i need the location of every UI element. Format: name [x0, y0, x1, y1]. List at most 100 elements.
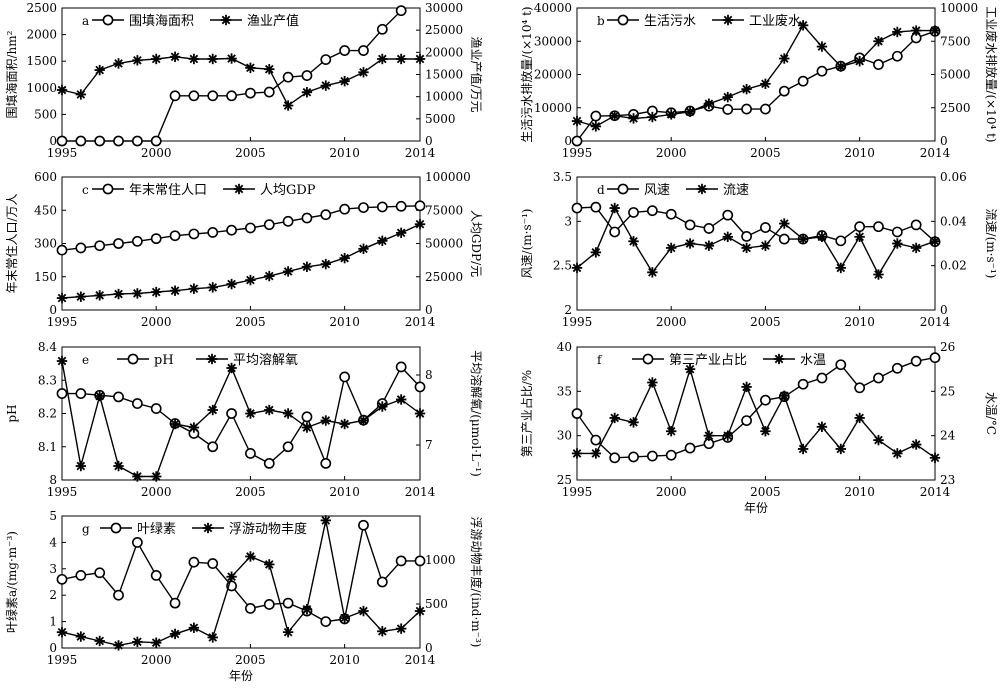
x-tick-label: 2010 [329, 146, 360, 160]
circle-marker [150, 403, 162, 414]
star-marker [221, 15, 231, 25]
circle-marker [207, 227, 219, 238]
circle-marker [301, 70, 313, 81]
series-star [571, 20, 941, 132]
x-axis-title: 年份 [229, 669, 253, 683]
panel-letter: b [597, 14, 605, 28]
x-tick-label: 2010 [844, 485, 875, 499]
circle-marker [113, 238, 124, 249]
circle-marker [816, 65, 828, 77]
star-marker [648, 378, 657, 387]
star-marker [133, 637, 142, 647]
circle-marker [590, 110, 602, 122]
star-marker [742, 382, 751, 392]
star-marker [207, 354, 217, 364]
panel-letter: d [597, 183, 605, 197]
star-marker [234, 184, 244, 194]
x-tick-label: 2005 [235, 315, 266, 329]
star-marker [723, 232, 733, 242]
circle-marker [797, 75, 809, 87]
y2-tick-label: 50000 [425, 237, 463, 251]
x-tick-label: 2014 [405, 653, 436, 667]
legend-label: 年末常住人口 [129, 183, 207, 198]
circle-marker [339, 203, 351, 215]
star-marker [189, 623, 199, 633]
x-tick-label: 2010 [844, 146, 875, 160]
star-marker [874, 435, 883, 445]
circle-marker [835, 359, 847, 371]
circle-marker [722, 209, 734, 221]
circle-marker [245, 222, 256, 234]
star-marker [246, 275, 255, 285]
y2-tick-label: 15000 [425, 68, 463, 82]
circle-marker [910, 219, 922, 231]
circle-marker [150, 233, 162, 245]
star-marker [666, 243, 676, 253]
circle-marker [929, 352, 941, 364]
legend-entry: 水温 [763, 353, 826, 368]
series-star [56, 515, 426, 651]
y2-tick-label: 0.04 [940, 214, 967, 228]
legend-label: 浮游动物丰度 [229, 521, 307, 537]
star-marker [761, 241, 770, 251]
y-tick-label: 5 [49, 509, 57, 523]
circle-marker [56, 244, 68, 256]
x-tick-label: 2000 [656, 485, 687, 499]
star-marker [246, 552, 255, 561]
x-tick-label: 2005 [750, 315, 781, 329]
circle-marker [207, 558, 219, 569]
star-marker [189, 54, 199, 64]
y-tick-label: 8 [49, 473, 57, 487]
y2-tick-label: 25000 [425, 270, 463, 284]
circle-marker [226, 224, 237, 236]
circle-marker [873, 221, 884, 233]
y-tick-label: 1 [49, 615, 57, 629]
circle-marker [226, 408, 237, 419]
circle-marker [395, 361, 407, 373]
circle-marker [873, 372, 884, 384]
circle-marker [741, 103, 752, 115]
circle-marker [131, 135, 143, 147]
circle-marker [891, 362, 903, 374]
circle-marker [376, 23, 388, 35]
x-tick-label: 1995 [562, 146, 593, 160]
star-marker [591, 122, 601, 131]
circle-marker [320, 457, 332, 469]
circle-marker [376, 201, 388, 213]
circle-marker [741, 415, 752, 426]
y2-tick-label: 1000 [425, 553, 456, 567]
y2-axis-title: 浮游动物丰度/(ind·m⁻³) [469, 517, 484, 648]
y-tick-label: 450 [34, 203, 57, 217]
series-circle [56, 5, 407, 147]
y2-tick-label: 0 [425, 303, 433, 317]
y-tick-label: 8.2 [38, 407, 57, 421]
star-marker [340, 419, 349, 429]
star-marker [836, 444, 846, 454]
circle-marker [207, 441, 219, 453]
y-tick-label: 8.3 [38, 373, 57, 387]
y-tick-label: 0 [49, 303, 57, 317]
x-tick-label: 2005 [235, 146, 266, 160]
legend-entry: 工业废水 [712, 13, 801, 29]
star-marker [133, 55, 142, 65]
circle-marker [358, 202, 369, 213]
y2-tick-label: 0 [425, 134, 433, 148]
circle-marker [127, 353, 139, 365]
x-tick-label: 1995 [562, 485, 593, 499]
y2-axis-title: 平均溶解氧/(μmol·L⁻¹) [469, 350, 484, 477]
y-tick-label: 35 [557, 384, 572, 398]
star-marker [415, 409, 425, 418]
circle-marker [797, 378, 809, 390]
circle-marker [646, 205, 658, 217]
star-marker [697, 184, 707, 194]
circle-marker [245, 447, 256, 459]
circle-marker [131, 398, 143, 409]
star-marker [264, 64, 274, 74]
star-marker [396, 54, 406, 64]
y2-tick-label: 8 [425, 368, 433, 382]
y-axis-title: 生活污水排放量/(×10⁴ t) [519, 6, 534, 142]
legend-label: 平均溶解氧 [233, 353, 298, 368]
series-circle [56, 361, 426, 469]
star-marker [685, 364, 695, 374]
y-axis-title: 叶绿素a/(mg·m⁻³) [4, 531, 19, 633]
